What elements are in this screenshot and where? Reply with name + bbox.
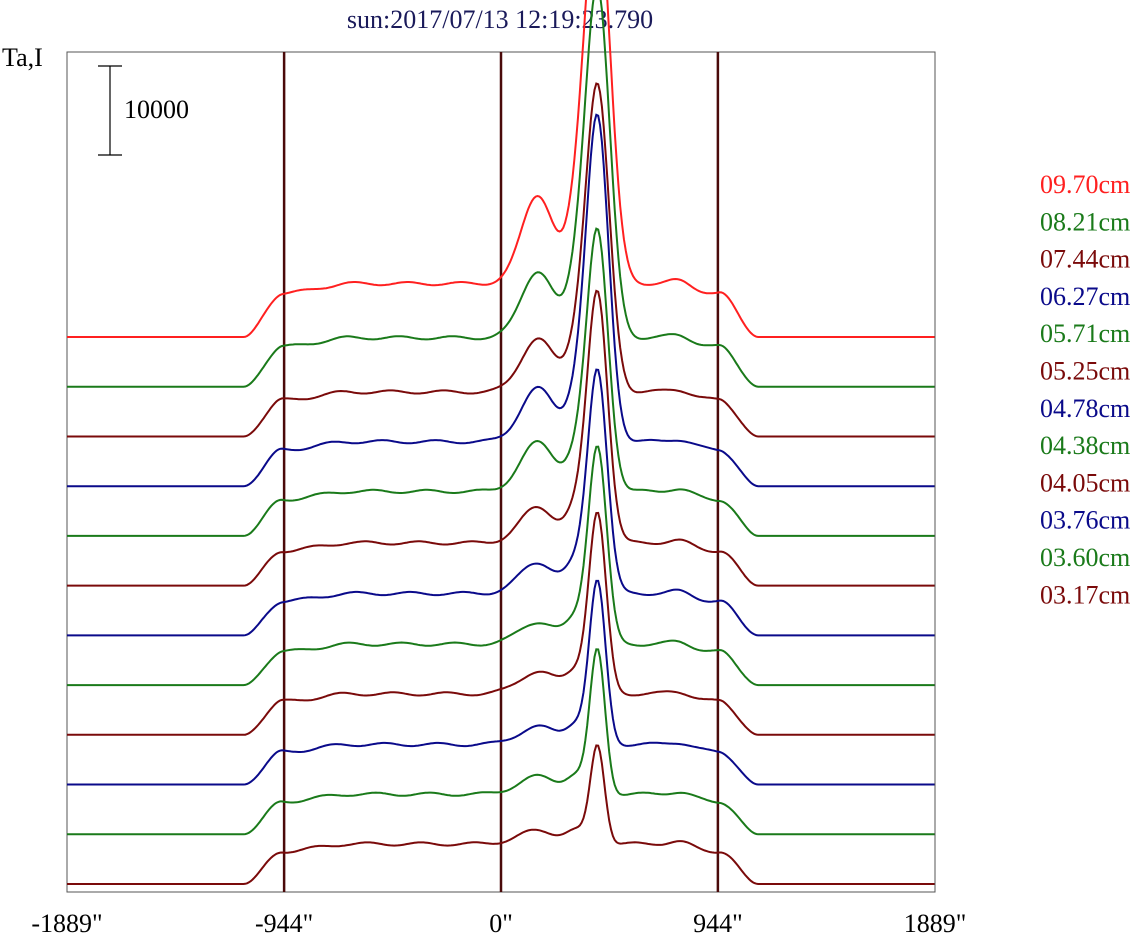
x-tick-label-2: 0": [489, 909, 513, 938]
legend-entry-9: 03.76cm: [1040, 506, 1130, 535]
series-line-07.44cm: [67, 82, 935, 438]
series-line-05.25cm: [67, 289, 935, 587]
series-lines: [67, 0, 935, 885]
legend-entry-6: 04.78cm: [1040, 394, 1130, 423]
x-tick-label-3: 944": [693, 909, 743, 938]
legend-entry-7: 04.38cm: [1040, 431, 1130, 460]
series-line-03.76cm: [67, 579, 935, 786]
legend: 09.70cm 08.21cm 07.44cm 06.27cm 05.71cm 05.25…: [1040, 170, 1130, 609]
vertical-reference-lines: [282, 52, 720, 892]
series-line-04.05cm: [67, 511, 935, 736]
scale-bar: 10000: [98, 65, 189, 156]
legend-entry-5: 05.25cm: [1040, 357, 1130, 386]
y-axis-label: Ta,I: [2, 43, 43, 72]
legend-entry-3: 06.27cm: [1040, 282, 1130, 311]
legend-entry-8: 04.05cm: [1040, 468, 1130, 497]
legend-entry-4: 05.71cm: [1040, 319, 1130, 348]
series-line-05.71cm: [67, 227, 935, 537]
series-line-04.78cm: [67, 368, 935, 637]
series-line-08.21cm: [67, 0, 935, 388]
legend-entry-0: 09.70cm: [1040, 170, 1130, 199]
x-tick-labels: -1889" -944" 0" 944" 1889": [31, 909, 966, 938]
legend-entry-1: 08.21cm: [1040, 207, 1130, 236]
legend-entry-2: 07.44cm: [1040, 245, 1130, 274]
legend-entry-10: 03.60cm: [1040, 543, 1130, 572]
series-line-04.38cm: [67, 445, 935, 687]
x-tick-label-1: -944": [255, 909, 313, 938]
scale-bar-label: 10000: [124, 95, 189, 124]
series-line-09.70cm: [67, 0, 935, 338]
series-line-03.60cm: [67, 648, 935, 836]
series-line-06.27cm: [67, 113, 935, 488]
x-tick-label-4: 1889": [904, 909, 967, 938]
series-line-03.17cm: [67, 744, 935, 885]
legend-entry-11: 03.17cm: [1040, 580, 1130, 609]
x-tick-label-0: -1889": [31, 909, 102, 938]
